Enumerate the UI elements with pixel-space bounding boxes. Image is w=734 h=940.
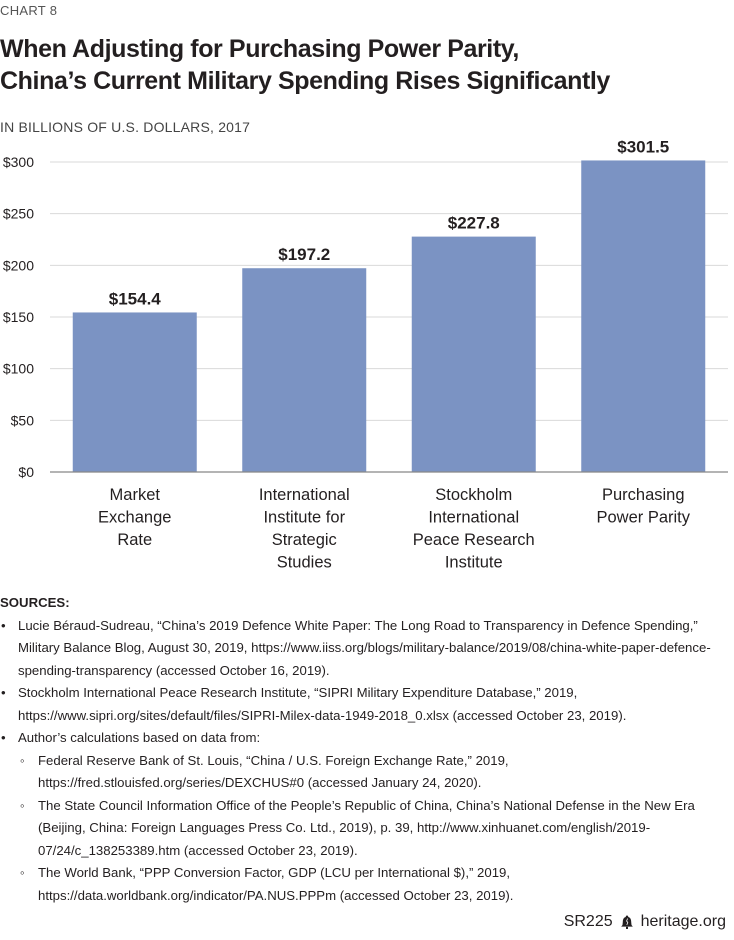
chart-units-label: IN BILLIONS OF U.S. DOLLARS, 2017 bbox=[0, 119, 251, 135]
x-category-label: Peace Research bbox=[413, 531, 535, 549]
x-category-label: Stockholm bbox=[435, 486, 512, 504]
bar bbox=[242, 268, 367, 472]
x-category-label: Strategic bbox=[272, 531, 337, 549]
sources-heading: SOURCES: bbox=[0, 595, 70, 610]
y-tick-label: $150 bbox=[3, 309, 34, 325]
x-category-label: Market bbox=[110, 486, 161, 504]
x-category-label: International bbox=[428, 509, 519, 527]
site-name: heritage.org bbox=[640, 913, 726, 930]
sources-section: SOURCES: Lucie Béraud-Sudreau, “China’s … bbox=[0, 592, 725, 907]
bar bbox=[581, 160, 706, 472]
x-category-label: Rate bbox=[117, 531, 152, 549]
source-item: Lucie Béraud-Sudreau, “China’s 2019 Defe… bbox=[0, 615, 725, 683]
chart-number: CHART 8 bbox=[0, 3, 58, 18]
sources-list: Lucie Béraud-Sudreau, “China’s 2019 Defe… bbox=[0, 615, 725, 908]
chart-title-line-1: When Adjusting for Purchasing Power Pari… bbox=[0, 35, 519, 63]
bar bbox=[411, 236, 536, 472]
bar bbox=[72, 312, 197, 472]
y-tick-label: $50 bbox=[11, 412, 35, 428]
data-label: $154.4 bbox=[109, 289, 162, 308]
source-item: The State Council Information Office of … bbox=[0, 795, 725, 863]
footer: SR225 heritage.org bbox=[564, 913, 726, 931]
x-category-label: International bbox=[259, 486, 350, 504]
source-item: Author’s calculations based on data from… bbox=[0, 727, 725, 750]
bar-chart: $0 $50 $100 $150 $200 $250 $300 $154.4 Market Exc… bbox=[3, 137, 728, 572]
x-category-label: Exchange bbox=[98, 509, 171, 527]
x-category-label: Studies bbox=[277, 554, 332, 572]
report-id: SR225 bbox=[563, 913, 613, 930]
y-tick-label: $250 bbox=[3, 206, 34, 222]
y-tick-label: $0 bbox=[18, 464, 34, 480]
chart-title: When Adjusting for Purchasing Power Pari… bbox=[0, 33, 725, 97]
data-label: $227.8 bbox=[448, 214, 500, 233]
y-tick-label: $300 bbox=[3, 154, 34, 170]
data-label: $197.2 bbox=[278, 245, 330, 264]
source-item: The World Bank, “PPP Conversion Factor, … bbox=[0, 862, 725, 907]
liberty-bell-icon bbox=[620, 915, 633, 929]
data-label: $301.5 bbox=[617, 137, 669, 156]
y-tick-label: $200 bbox=[3, 257, 34, 273]
y-tick-label: $100 bbox=[3, 361, 34, 377]
source-item: Federal Reserve Bank of St. Louis, “Chin… bbox=[0, 750, 725, 795]
x-category-label: Purchasing bbox=[602, 486, 685, 504]
x-category-label: Institute for bbox=[263, 509, 345, 527]
x-category-label: Institute bbox=[445, 554, 503, 572]
chart-title-line-2: China’s Current Military Spending Rises … bbox=[0, 67, 610, 95]
source-item: Stockholm International Peace Research I… bbox=[0, 682, 725, 727]
x-category-label: Power Parity bbox=[596, 509, 690, 527]
